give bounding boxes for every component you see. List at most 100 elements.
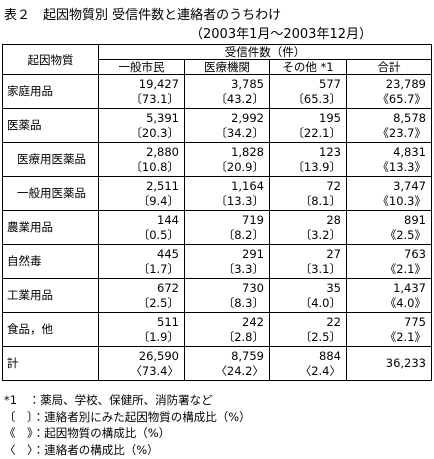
- notes: *1 ：薬局、学校、保健所、消防署など〔 〕：連絡者別にみた起因物質の構成比（%…: [4, 392, 251, 458]
- count: 730: [242, 280, 264, 295]
- count: 123: [319, 144, 341, 159]
- cell: 36,233: [346, 346, 432, 381]
- cell: 23,789 《65.7》: [346, 74, 432, 109]
- row-name: 農業用品: [2, 210, 99, 245]
- cell: 8,578 《23.7》: [346, 108, 432, 143]
- count: 3,747: [393, 178, 426, 193]
- ratio: 〔43.2〕: [215, 91, 264, 106]
- ratio: 〔1.7〕: [137, 261, 179, 276]
- ratio: 〔3.1〕: [299, 261, 341, 276]
- cell: 144 〔0.5〕: [98, 210, 185, 245]
- ratio: 〔4.0〕: [299, 295, 341, 310]
- row-name: 食品，他: [2, 312, 99, 347]
- ratio: 〔13.3〕: [215, 193, 264, 208]
- column-header: その他 *1: [269, 59, 347, 75]
- ratio: 〔9.4〕: [137, 193, 179, 208]
- count: 36,233: [385, 356, 426, 370]
- count: 28: [326, 212, 341, 227]
- count: 19,427: [138, 76, 179, 91]
- ratio: 〔8.3〕: [222, 295, 264, 310]
- ratio: 〔2.8〕: [222, 329, 264, 344]
- count: 3,785: [231, 76, 264, 91]
- ratio: 〔0.5〕: [137, 227, 179, 242]
- count: 719: [242, 212, 264, 227]
- ratio: 〔73.1〕: [130, 91, 179, 106]
- count: 8,578: [393, 110, 426, 125]
- cell: 891 《2.5》: [346, 210, 432, 245]
- note: 〈 〉：連絡者の構成比（%）: [4, 442, 159, 457]
- ratio: 〔20.3〕: [130, 125, 179, 140]
- ratio: 〔1.9〕: [137, 329, 179, 344]
- table-row: 食品，他 511 〔1.9〕 242 〔2.8〕 22 〔2.5〕 775 《2.1》: [2, 312, 432, 347]
- cell: 195 〔22.1〕: [269, 108, 347, 143]
- cell: 291 〔3.3〕: [184, 244, 270, 279]
- ratio: 〔3.2〕: [299, 227, 341, 242]
- note: 《 》：起因物質の構成比（%）: [4, 426, 171, 440]
- cell: 4,831 《13.3》: [346, 142, 432, 177]
- ratio: 〔20.9〕: [215, 159, 264, 174]
- ratio: 〔13.9〕: [292, 159, 341, 174]
- ratio: 〔65.3〕: [292, 91, 341, 106]
- row-name: 工業用品: [2, 278, 99, 313]
- count: 35: [326, 280, 341, 295]
- period: （2003年1月～2003年12月）: [190, 27, 372, 42]
- table-row: 医療用医薬品 2,880 〔10.8〕 1,828 〔20.9〕 123 〔13.9〕 4,8…: [2, 142, 432, 177]
- cell: 3,747 《10.3》: [346, 176, 432, 211]
- table-row: 家庭用品 19,427 〔73.1〕 3,785 〔43.2〕 577 〔65.3〕 23,7…: [2, 74, 432, 109]
- count: 4,831: [393, 144, 426, 159]
- count: 763: [404, 246, 426, 261]
- cell: 672 〔2.5〕: [98, 278, 185, 313]
- cell: 26,590 〈73.4〉: [98, 346, 185, 381]
- ratio: 〈2.4〉: [299, 363, 341, 378]
- table-head: 起因物質 受信件数（件） 一般市民 医療機関 その他 *1 合計: [2, 44, 432, 75]
- column-header: 合計: [346, 59, 432, 75]
- count: 26,590: [138, 348, 179, 363]
- count: 242: [242, 314, 264, 329]
- row-name: 医療用医薬品: [2, 142, 99, 177]
- cell: 775 《2.1》: [346, 312, 432, 347]
- cell: 19,427 〔73.1〕: [98, 74, 185, 109]
- cell: 2,880 〔10.8〕: [98, 142, 185, 177]
- count: 1,828: [231, 144, 264, 159]
- count: 22: [326, 314, 341, 329]
- ratio: 《23.7》: [377, 125, 426, 140]
- cell: 123 〔13.9〕: [269, 142, 347, 177]
- row-name: 自然毒: [2, 244, 99, 279]
- corner-header: 起因物質: [2, 44, 99, 75]
- cell: 445 〔1.7〕: [98, 244, 185, 279]
- ratio: 《2.1》: [384, 261, 426, 276]
- group-header: 受信件数（件）: [98, 44, 432, 60]
- ratio: 〔3.3〕: [222, 261, 264, 276]
- count: 1,164: [231, 178, 264, 193]
- row-name: 家庭用品: [2, 74, 99, 109]
- table-row: 農業用品 144 〔0.5〕 719 〔8.2〕 28 〔3.2〕 891 《2.5》: [2, 210, 432, 245]
- count: 884: [319, 348, 341, 363]
- column-header: 医療機関: [184, 59, 270, 75]
- ratio: 〈24.2〉: [215, 363, 264, 378]
- count: 72: [326, 178, 341, 193]
- ratio: 《10.3》: [377, 193, 426, 208]
- cell: 28 〔3.2〕: [269, 210, 347, 245]
- cell: 719 〔8.2〕: [184, 210, 270, 245]
- table-body: 家庭用品 19,427 〔73.1〕 3,785 〔43.2〕 577 〔65.3〕 23,7…: [2, 74, 432, 381]
- count: 511: [157, 314, 179, 329]
- count: 144: [157, 212, 179, 227]
- table-row: 医薬品 5,391 〔20.3〕 2,992 〔34.2〕 195 〔22.1〕 8,578 《…: [2, 108, 432, 143]
- ratio: 〔2.5〕: [299, 329, 341, 344]
- cell: 5,391 〔20.3〕: [98, 108, 185, 143]
- cell: 884 〈2.4〉: [269, 346, 347, 381]
- ratio: 《13.3》: [377, 159, 426, 174]
- ratio: 〔34.2〕: [215, 125, 264, 140]
- note: 〔 〕：連絡者別にみた起因物質の構成比（%）: [4, 409, 251, 424]
- column-header: 一般市民: [98, 59, 185, 75]
- count: 2,880: [146, 144, 179, 159]
- count: 775: [404, 314, 426, 329]
- table-row: 一般用医薬品 2,511 〔9.4〕 1,164 〔13.3〕 72 〔8.1〕 3,747 《…: [2, 176, 432, 211]
- cell: 730 〔8.3〕: [184, 278, 270, 313]
- cell: 2,992 〔34.2〕: [184, 108, 270, 143]
- ratio: 〔8.1〕: [299, 193, 341, 208]
- cell: 511 〔1.9〕: [98, 312, 185, 347]
- cell: 1,828 〔20.9〕: [184, 142, 270, 177]
- count: 1,437: [393, 280, 426, 295]
